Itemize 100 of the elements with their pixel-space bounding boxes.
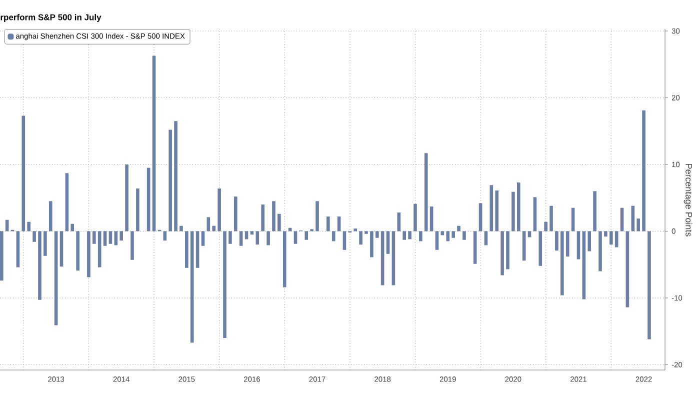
bar bbox=[65, 173, 69, 232]
bar bbox=[593, 191, 596, 232]
bar bbox=[576, 231, 580, 260]
bar bbox=[282, 231, 286, 288]
bar bbox=[354, 228, 358, 232]
bar bbox=[48, 201, 52, 232]
bar bbox=[261, 204, 264, 232]
bar bbox=[452, 231, 455, 238]
bar bbox=[484, 231, 488, 246]
bar bbox=[380, 231, 384, 286]
bar bbox=[32, 231, 36, 242]
bar bbox=[103, 231, 107, 246]
bar bbox=[402, 231, 406, 240]
bar bbox=[174, 121, 178, 232]
bar bbox=[206, 217, 210, 232]
bar bbox=[0, 231, 4, 281]
bar bbox=[234, 196, 238, 232]
bar bbox=[462, 231, 466, 240]
bar bbox=[588, 231, 592, 252]
bar bbox=[490, 185, 494, 232]
bar bbox=[598, 231, 602, 272]
bar bbox=[560, 231, 564, 296]
bar bbox=[272, 201, 276, 232]
bar bbox=[136, 188, 140, 232]
bar bbox=[555, 231, 558, 251]
bar bbox=[342, 231, 346, 250]
bar bbox=[130, 231, 134, 260]
bar bbox=[620, 208, 624, 232]
bar bbox=[337, 216, 341, 232]
bar bbox=[495, 190, 499, 232]
bar bbox=[544, 222, 548, 232]
bar bbox=[256, 231, 260, 245]
bar bbox=[440, 231, 444, 236]
bar bbox=[125, 164, 128, 232]
bar bbox=[108, 231, 112, 244]
bar bbox=[478, 203, 482, 232]
bar bbox=[228, 231, 232, 244]
bar bbox=[435, 231, 439, 250]
bar bbox=[631, 206, 635, 232]
bar bbox=[571, 208, 575, 232]
bar bbox=[375, 231, 379, 238]
bar bbox=[538, 231, 542, 266]
bar bbox=[190, 231, 194, 343]
bar bbox=[609, 231, 613, 245]
bar bbox=[332, 231, 336, 242]
bar bbox=[392, 231, 396, 286]
bar bbox=[201, 231, 205, 246]
bar bbox=[218, 188, 221, 232]
bar bbox=[500, 231, 504, 276]
bar bbox=[92, 231, 96, 244]
bar bbox=[70, 224, 74, 232]
bar bbox=[550, 206, 553, 232]
bar bbox=[180, 226, 183, 232]
y-axis-title: Percentage Points bbox=[684, 164, 692, 236]
bar bbox=[120, 231, 124, 241]
bar bbox=[642, 110, 646, 232]
bar bbox=[98, 231, 102, 268]
bar bbox=[212, 226, 216, 232]
bar bbox=[419, 231, 422, 242]
bar bbox=[316, 201, 319, 232]
bar bbox=[44, 231, 47, 256]
bar bbox=[424, 153, 428, 232]
bar bbox=[185, 231, 188, 268]
bar bbox=[604, 231, 608, 237]
bar bbox=[522, 231, 526, 261]
bar bbox=[473, 231, 477, 264]
bar bbox=[152, 56, 156, 232]
bar bbox=[506, 231, 510, 270]
bar bbox=[244, 231, 248, 240]
bar bbox=[304, 231, 308, 240]
bar bbox=[27, 222, 30, 232]
bar bbox=[359, 231, 362, 245]
bar bbox=[516, 182, 520, 232]
bar bbox=[239, 231, 243, 246]
bar bbox=[386, 231, 390, 254]
bar bbox=[294, 231, 298, 244]
bar bbox=[278, 214, 281, 232]
bar bbox=[223, 231, 226, 338]
bar bbox=[626, 231, 630, 308]
bar bbox=[250, 231, 254, 235]
bar bbox=[76, 231, 80, 271]
bar bbox=[430, 206, 434, 232]
bar bbox=[414, 204, 417, 232]
bar bbox=[326, 216, 330, 232]
bar bbox=[512, 192, 515, 232]
bar bbox=[408, 231, 412, 240]
bar bbox=[397, 212, 401, 232]
bar bbox=[38, 231, 42, 300]
bar bbox=[168, 130, 172, 232]
bar bbox=[648, 231, 651, 340]
bar bbox=[614, 231, 618, 248]
bar bbox=[87, 231, 90, 278]
bar bbox=[163, 231, 167, 241]
bar bbox=[22, 116, 26, 232]
bar bbox=[582, 231, 586, 300]
bar bbox=[54, 231, 58, 326]
bar bbox=[364, 231, 368, 234]
bar bbox=[636, 218, 640, 232]
bar bbox=[60, 231, 64, 267]
bar bbox=[370, 231, 374, 258]
